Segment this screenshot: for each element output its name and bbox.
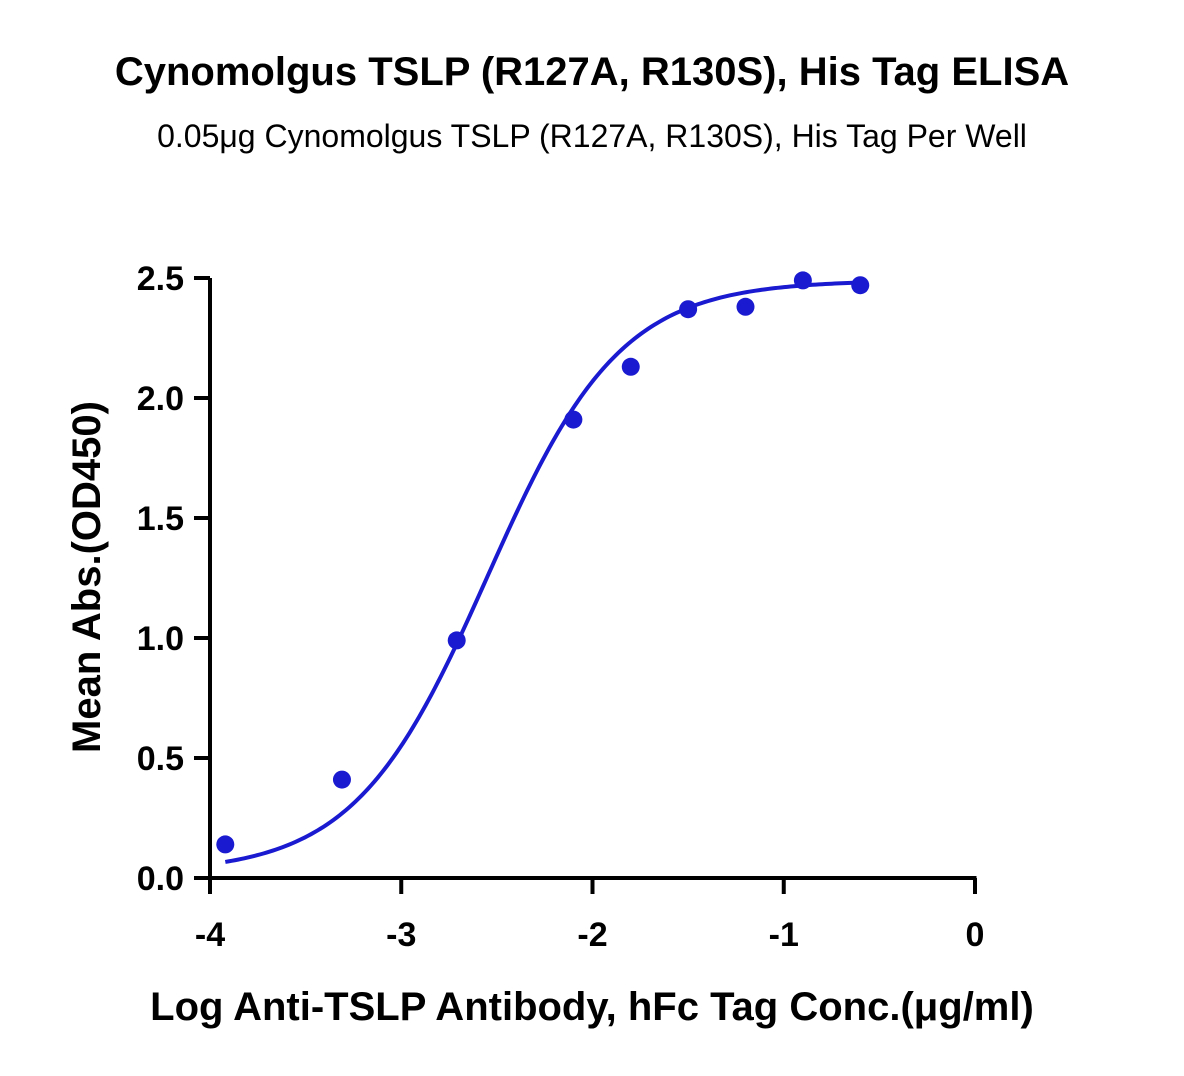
- y-tick-label: 0.0: [137, 860, 184, 898]
- data-point: [564, 410, 583, 429]
- fit-curve-layer: [224, 280, 861, 864]
- x-axis: -4 -3 -2 -1 0: [195, 876, 985, 954]
- data-point: [447, 631, 466, 650]
- x-axis-title: Log Anti-TSLP Antibody, hFc Tag Conc.(μg…: [150, 985, 1034, 1029]
- y-tick-label: 0.5: [137, 740, 184, 778]
- x-tick-label: -4: [195, 916, 225, 954]
- y-tick-label: 1.0: [137, 620, 184, 658]
- chart-subtitle: 0.05μg Cynomolgus TSLP (R127A, R130S), H…: [157, 118, 1027, 154]
- data-point: [621, 357, 640, 376]
- x-tick-label: 0: [966, 916, 985, 954]
- y-tick-label: 2.0: [137, 380, 184, 418]
- y-tick-label: 2.5: [137, 260, 184, 298]
- y-tick-label: 1.5: [137, 500, 184, 538]
- x-tick-label: -2: [577, 916, 607, 954]
- data-point: [216, 835, 235, 854]
- data-point: [851, 276, 870, 295]
- x-tick-label: -1: [769, 916, 799, 954]
- x-tick-label: -3: [386, 916, 416, 954]
- data-points-layer: [216, 271, 870, 854]
- data-point: [736, 297, 755, 316]
- y-axis: 0.0 0.5 1.0 1.5 2.0 2.5: [137, 260, 212, 898]
- data-point: [793, 271, 812, 290]
- data-point: [332, 770, 351, 789]
- fit-curve: [224, 280, 861, 864]
- data-point: [679, 300, 698, 319]
- y-axis-title: Mean Abs.(OD450): [65, 401, 109, 753]
- chart-title: Cynomolgus TSLP (R127A, R130S), His Tag …: [114, 50, 1070, 94]
